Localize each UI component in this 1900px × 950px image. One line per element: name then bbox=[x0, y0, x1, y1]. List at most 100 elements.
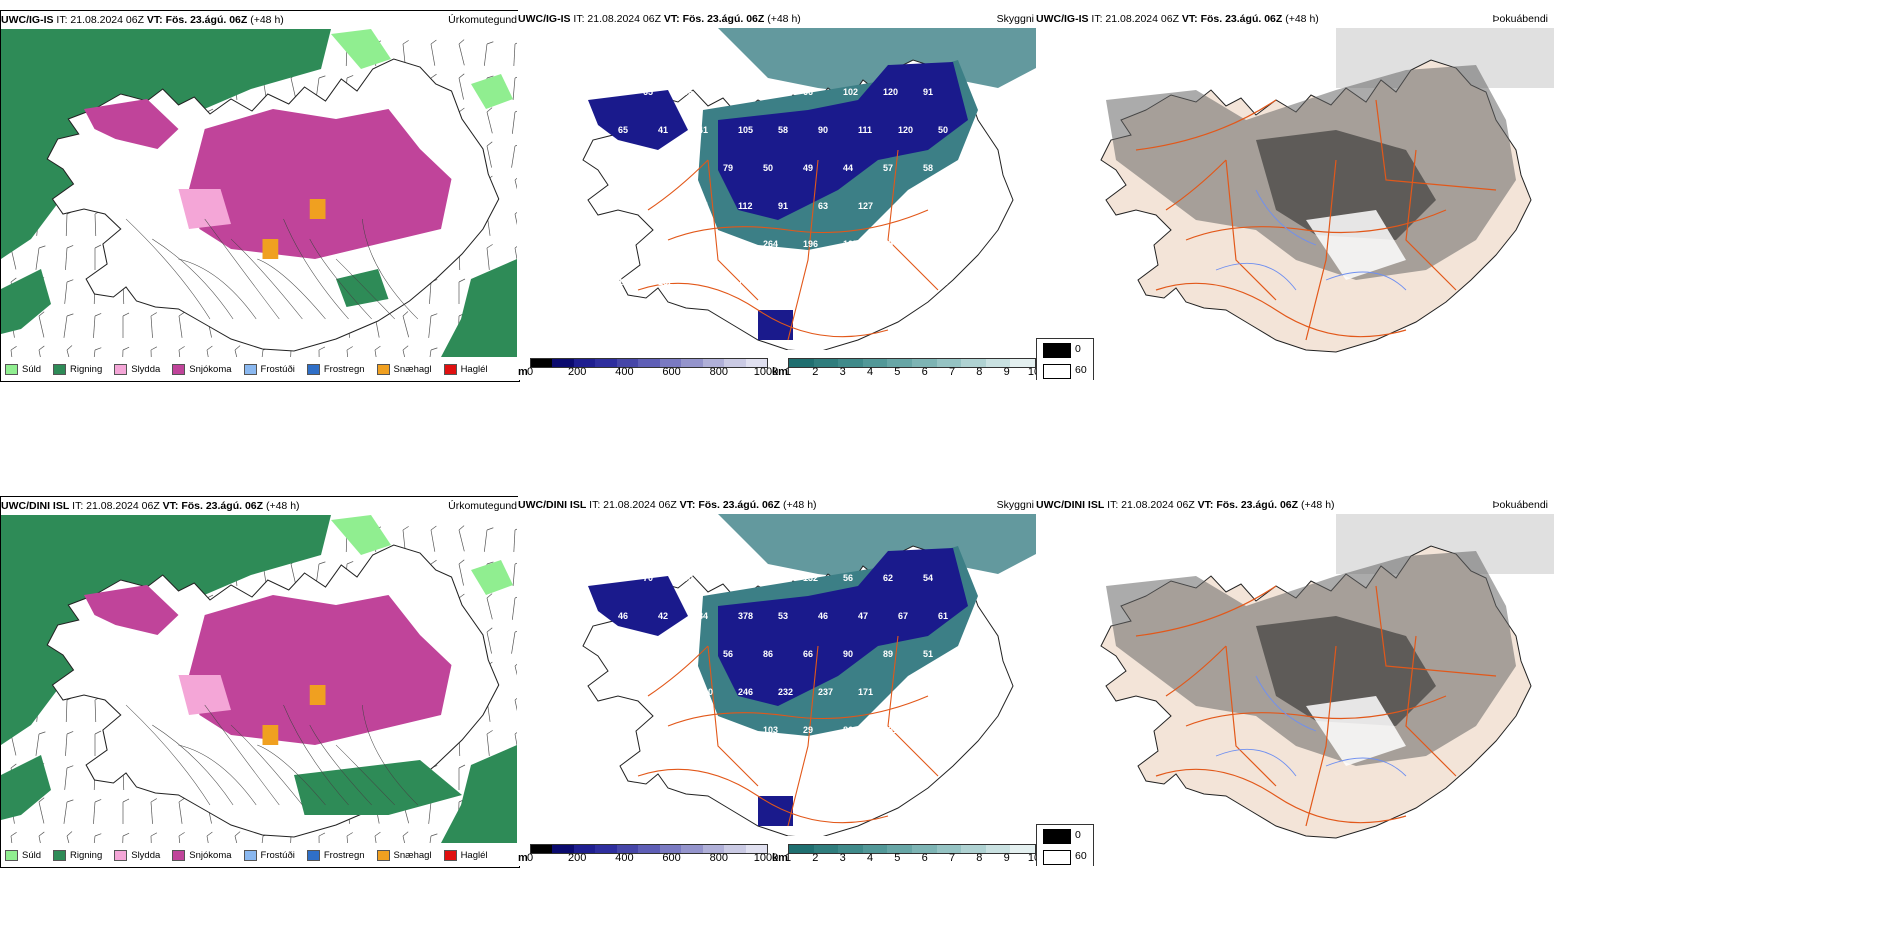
it-label: IT: 21.08.2024 06Z bbox=[573, 13, 661, 25]
colorbar-tick-label: 4 bbox=[866, 852, 874, 864]
fog-legend-white bbox=[1043, 850, 1071, 865]
visibility-value-label: 56 bbox=[843, 573, 853, 583]
legend-swatch bbox=[53, 849, 67, 861]
colorbar-tick-label: 2 bbox=[812, 366, 819, 378]
precip-legend-item: Frostúði bbox=[243, 363, 295, 375]
visibility-value-label: 133 bbox=[898, 201, 913, 211]
legend-label: Súld bbox=[22, 363, 42, 375]
panel-title: Úrkomutegund bbox=[448, 500, 517, 512]
legend-label: Snæhagl bbox=[393, 849, 432, 861]
wind-barb bbox=[318, 832, 326, 843]
dense-fog-area bbox=[1256, 130, 1436, 240]
wind-barb bbox=[65, 696, 74, 722]
terrain-line bbox=[309, 238, 372, 320]
visibility-value-label: 79 bbox=[723, 163, 733, 173]
visibility-value-label: 38 bbox=[643, 163, 653, 173]
wind-barb bbox=[66, 345, 74, 357]
wind-barb bbox=[458, 278, 466, 304]
visibility-value-label: 78 bbox=[683, 163, 693, 173]
wind-barb bbox=[514, 695, 517, 722]
visibility-value-label: 84 bbox=[698, 611, 708, 621]
vis-m-unit: m bbox=[518, 852, 528, 864]
colorbar-cell bbox=[745, 845, 767, 853]
terrain-line bbox=[152, 238, 234, 320]
legend-swatch bbox=[243, 363, 257, 375]
fog-legend-white bbox=[1043, 364, 1071, 379]
river-line bbox=[1255, 675, 1317, 732]
visibility-value-label: 103 bbox=[763, 725, 778, 735]
visibility-value-label: 90 bbox=[818, 125, 828, 135]
colorbar-cell bbox=[659, 359, 682, 367]
colorbar-tick-label: 0 bbox=[526, 366, 534, 378]
legend-swatch bbox=[376, 363, 390, 375]
colorbar-cell bbox=[702, 845, 725, 853]
vis-m-colorbar bbox=[530, 844, 768, 854]
road-line bbox=[707, 645, 759, 787]
visibility-value-label: 264 bbox=[763, 239, 778, 249]
vis-m-scale: m 0 200 400 600 800 1000 bbox=[518, 842, 778, 864]
visibility-value-label: 87 bbox=[618, 687, 628, 697]
visibility-value-label: 120 bbox=[883, 87, 898, 97]
rain-area bbox=[1, 269, 51, 334]
visibility-value-label: 12 bbox=[898, 277, 908, 287]
wind-barb bbox=[206, 345, 213, 357]
wind-barb bbox=[514, 729, 517, 756]
wind-barb bbox=[63, 313, 74, 338]
fog-legend-label-1: 60 bbox=[1075, 364, 1087, 376]
lead-label: (+48 h) bbox=[782, 499, 817, 511]
road-line bbox=[787, 159, 819, 341]
colorbar-tick-label: 1000 bbox=[753, 852, 779, 864]
wind-barb bbox=[93, 313, 102, 338]
colorbar-tick-label: 10 bbox=[1027, 852, 1036, 864]
colorbar-cell bbox=[659, 845, 682, 853]
colorbar-cell bbox=[936, 845, 962, 853]
colorbar-tick-label: 5 bbox=[894, 852, 901, 864]
wind-barb bbox=[65, 210, 74, 236]
low-vis-area bbox=[758, 310, 793, 340]
fog-map-svg bbox=[1100, 28, 1554, 353]
wind-barb bbox=[513, 40, 517, 66]
visibility-value-label: 66 bbox=[938, 201, 948, 211]
rain-area bbox=[1, 755, 51, 820]
wind-barb bbox=[402, 831, 409, 843]
lead-label: (+48 h) bbox=[250, 14, 284, 26]
visibility-value-label: 147 bbox=[603, 239, 618, 249]
model-label: UWC/DINI ISL bbox=[1, 500, 70, 512]
visibility-value-label: 86 bbox=[843, 725, 853, 735]
precip-legend-item: Súld bbox=[5, 849, 41, 861]
colorbar-cell bbox=[813, 845, 839, 853]
wind-barb bbox=[150, 346, 158, 357]
wind-barb bbox=[65, 245, 74, 270]
legend-label: Snjókoma bbox=[189, 363, 232, 375]
colorbar-tick-label: 1 bbox=[784, 852, 792, 864]
road-line bbox=[1185, 695, 1447, 727]
wind-barb bbox=[38, 831, 45, 843]
drizzle-area bbox=[331, 515, 391, 555]
terrain-line bbox=[257, 744, 326, 806]
wind-barb bbox=[346, 346, 353, 357]
terrain-line bbox=[125, 218, 211, 320]
legend-swatch bbox=[243, 849, 257, 861]
precip-legend-item: Frostúði bbox=[243, 849, 295, 861]
river-line bbox=[1325, 271, 1407, 291]
dense-fog-area bbox=[1256, 616, 1436, 726]
colorbar-cell bbox=[887, 845, 912, 853]
wind-barb bbox=[402, 345, 409, 357]
lead-label: (+48 h) bbox=[767, 13, 801, 25]
visibility-value-label: 46 bbox=[618, 611, 628, 621]
colorbar-tick-label: 200 bbox=[568, 366, 587, 378]
low-vis-area bbox=[758, 796, 793, 826]
wind-barb bbox=[94, 210, 102, 236]
visibility-value-label: 85 bbox=[883, 239, 893, 249]
wind-barb bbox=[513, 526, 517, 552]
colorbar-cell bbox=[595, 359, 617, 367]
legend-label: Rigning bbox=[70, 363, 103, 375]
road-line bbox=[1375, 99, 1497, 191]
vis-km-colorbar bbox=[788, 358, 1036, 368]
colorbar-cell bbox=[531, 359, 553, 367]
wind-barb bbox=[483, 41, 494, 66]
visibility-value-label: 62 bbox=[603, 649, 613, 659]
vis-km-scale: km 1 2 3 4 5 6 7 8 9 10 bbox=[772, 356, 1036, 378]
visibility-value-label: 86 bbox=[763, 649, 773, 659]
visibility-value-label: 197 bbox=[658, 687, 673, 697]
